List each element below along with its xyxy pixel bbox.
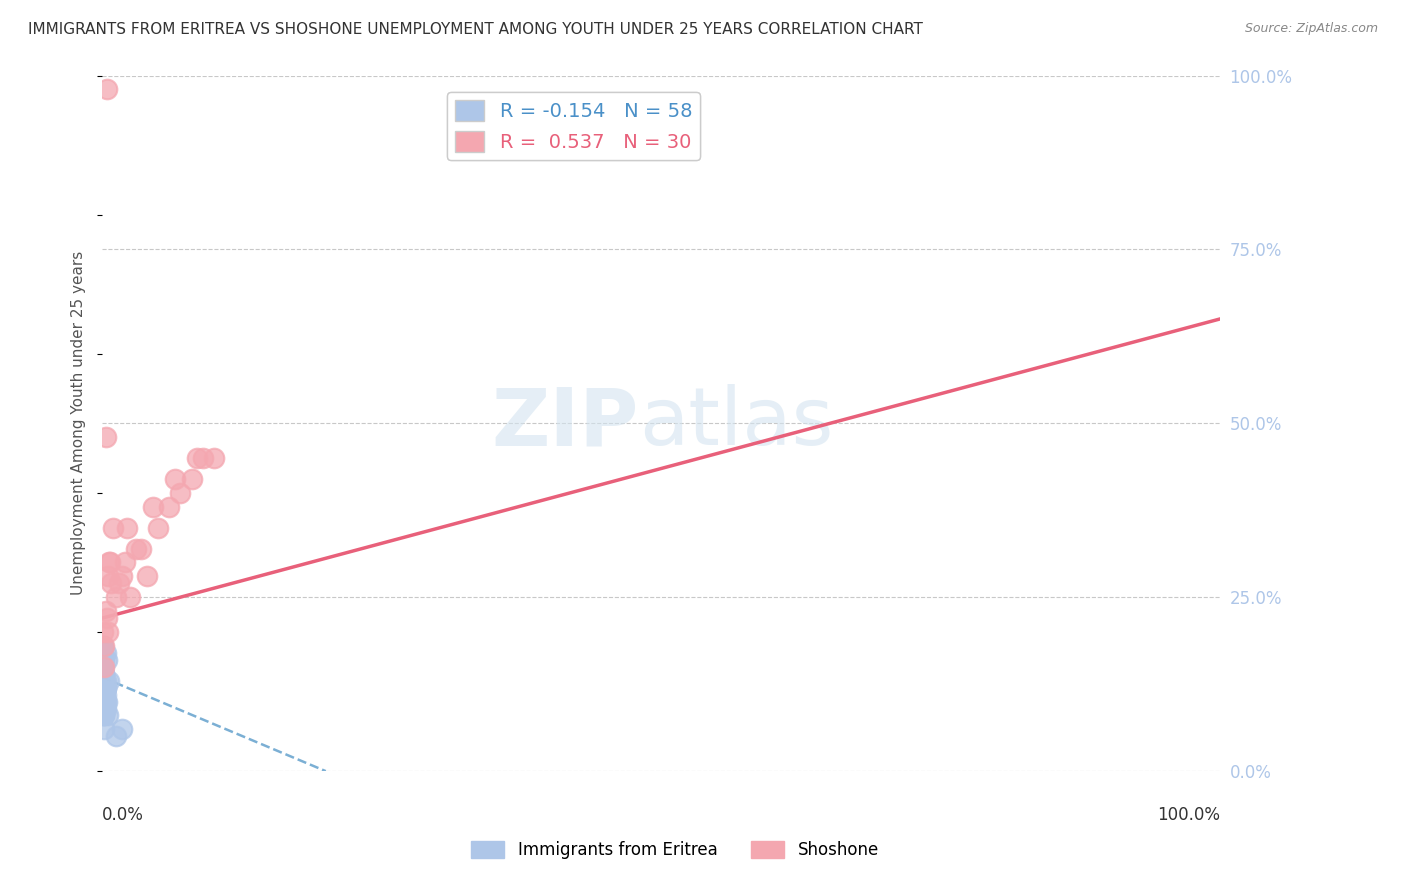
Point [93,681,115,695]
Text: 100.0%: 100.0% [1157,805,1220,824]
Point [97,673,120,688]
Point [104,591,127,605]
Point [91,681,114,695]
Point [91,625,114,640]
Point [93,701,115,715]
Text: atlas: atlas [638,384,834,462]
Point [91,646,114,660]
Point [180,472,202,486]
Point [91,688,114,702]
Point [98,556,121,570]
Point [94,604,117,618]
Point [91,681,114,695]
Point [91,666,114,681]
Point [186,451,208,466]
Point [91,660,114,674]
Point [202,451,225,466]
Point [125,541,148,556]
Point [115,521,138,535]
Point [93,708,115,723]
Point [91,681,114,695]
Point [163,472,186,486]
Point [91,673,114,688]
Point [94,681,117,695]
Point [93,666,115,681]
Point [91,666,114,681]
Point [93,701,115,715]
Point [93,723,115,737]
Point [91,688,114,702]
Point [91,688,114,702]
Text: ZIP: ZIP [492,384,638,462]
Point [96,611,118,625]
Point [91,653,114,667]
Point [93,701,115,715]
Legend: R = -0.154   N = 58, R =  0.537   N = 30: R = -0.154 N = 58, R = 0.537 N = 30 [447,92,700,160]
Point [93,653,115,667]
Point [94,688,117,702]
Point [100,576,122,591]
Point [91,695,114,709]
Legend: Immigrants from Eritrea, Shoshone: Immigrants from Eritrea, Shoshone [464,834,886,866]
Point [104,730,127,744]
Point [93,673,115,688]
Point [93,695,115,709]
Point [120,591,142,605]
Point [94,646,117,660]
Point [97,569,120,583]
Point [91,660,114,674]
Point [93,688,115,702]
Point [91,695,114,709]
Point [96,653,118,667]
Point [111,723,134,737]
Point [93,701,115,715]
Point [169,486,191,500]
Point [93,695,115,709]
Point [103,521,125,535]
Point [91,701,114,715]
Point [91,695,114,709]
Point [135,569,157,583]
Point [114,556,136,570]
Point [93,695,115,709]
Point [97,556,120,570]
Point [94,681,117,695]
Point [91,688,114,702]
Point [131,541,153,556]
Point [91,639,114,653]
Point [91,639,114,653]
Point [91,708,114,723]
Point [141,500,163,514]
Point [146,521,169,535]
Point [94,673,117,688]
Text: Source: ZipAtlas.com: Source: ZipAtlas.com [1244,22,1378,36]
Point [91,660,114,674]
Point [94,695,117,709]
Text: IMMIGRANTS FROM ERITREA VS SHOSHONE UNEMPLOYMENT AMONG YOUTH UNDER 25 YEARS CORR: IMMIGRANTS FROM ERITREA VS SHOSHONE UNEM… [28,22,922,37]
Point [93,708,115,723]
Point [93,660,115,674]
Point [91,653,114,667]
Point [191,451,214,466]
Point [91,660,114,674]
Point [97,708,120,723]
Point [97,625,120,640]
Point [91,666,114,681]
Point [93,666,115,681]
Point [96,82,118,96]
Point [96,695,118,709]
Point [91,673,114,688]
Text: 0.0%: 0.0% [103,805,143,824]
Point [94,430,117,444]
Point [94,681,117,695]
Y-axis label: Unemployment Among Youth under 25 years: Unemployment Among Youth under 25 years [72,252,86,596]
Point [111,569,134,583]
Point [93,639,115,653]
Point [157,500,180,514]
Point [94,701,117,715]
Point [91,673,114,688]
Point [93,666,115,681]
Point [108,576,131,591]
